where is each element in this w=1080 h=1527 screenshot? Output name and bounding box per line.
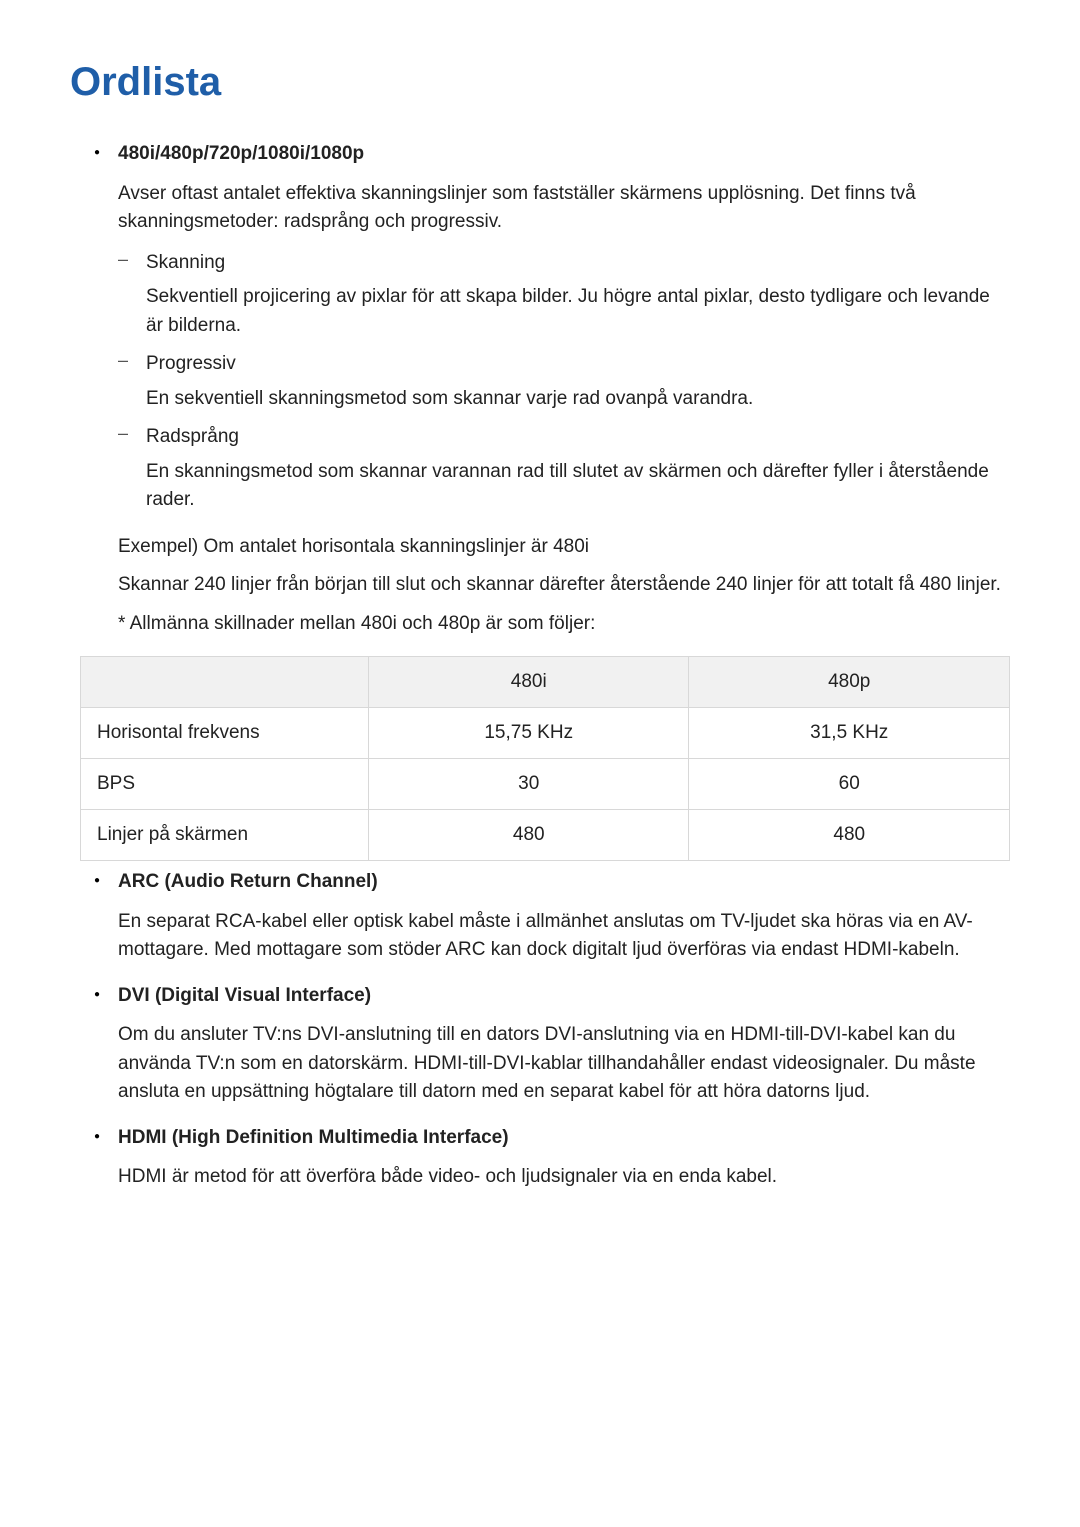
glossary-item-resolutions: 480i/480p/720p/1080i/1080p Avser oftast … (70, 141, 1010, 515)
term-heading: 480i/480p/720p/1080i/1080p (118, 141, 1010, 168)
term-heading: DVI (Digital Visual Interface) (118, 983, 1010, 1010)
subitem-progressiv: Progressiv En sekventiell skanningsmetod… (118, 350, 1010, 413)
glossary-list-continued: ARC (Audio Return Channel) En separat RC… (70, 869, 1010, 1192)
sub-desc: En skanningsmetod som skannar varannan r… (146, 458, 1010, 515)
sub-desc: En sekventiell skanningsmetod som skanna… (146, 385, 1010, 414)
page-title: Ordlista (70, 60, 1010, 105)
glossary-item-arc: ARC (Audio Return Channel) En separat RC… (70, 869, 1010, 965)
table-cell: 31,5 KHz (689, 708, 1010, 759)
table-cell: 30 (368, 759, 689, 810)
table-row: BPS 30 60 (81, 759, 1010, 810)
subitem-radsprang: Radsprång En skanningsmetod som skannar … (118, 423, 1010, 515)
glossary-list: 480i/480p/720p/1080i/1080p Avser oftast … (70, 141, 1010, 515)
term-body: Om du ansluter TV:ns DVI-anslutning till… (118, 1021, 1010, 1107)
document-page: Ordlista 480i/480p/720p/1080i/1080p Avse… (0, 0, 1080, 1527)
subitem-skanning: Skanning Sekventiell projicering av pixl… (118, 249, 1010, 341)
example-detail: Skannar 240 linjer från början till slut… (118, 571, 1010, 600)
term-heading: HDMI (High Definition Multimedia Interfa… (118, 1125, 1010, 1152)
table-row: Linjer på skärmen 480 480 (81, 810, 1010, 861)
table-note: * Allmänna skillnader mellan 480i och 48… (118, 610, 1010, 639)
table-row: Horisontal frekvens 15,75 KHz 31,5 KHz (81, 708, 1010, 759)
table-header-cell: 480p (689, 657, 1010, 708)
comparison-table: 480i 480p Horisontal frekvens 15,75 KHz … (80, 656, 1010, 861)
term-heading: ARC (Audio Return Channel) (118, 869, 1010, 896)
table-cell: 60 (689, 759, 1010, 810)
table-header-cell (81, 657, 369, 708)
table-cell: 480 (689, 810, 1010, 861)
table-header-cell: 480i (368, 657, 689, 708)
example-heading: Exempel) Om antalet horisontala skanning… (118, 533, 1010, 562)
sub-label: Radsprång (146, 423, 1010, 452)
sub-desc: Sekventiell projicering av pixlar för at… (146, 283, 1010, 340)
table-cell: Horisontal frekvens (81, 708, 369, 759)
table-cell: 480 (368, 810, 689, 861)
sub-label: Progressiv (146, 350, 1010, 379)
table-cell: 15,75 KHz (368, 708, 689, 759)
glossary-item-dvi: DVI (Digital Visual Interface) Om du ans… (70, 983, 1010, 1107)
glossary-item-hdmi: HDMI (High Definition Multimedia Interfa… (70, 1125, 1010, 1192)
term-body: En separat RCA-kabel eller optisk kabel … (118, 908, 1010, 965)
sub-label: Skanning (146, 249, 1010, 278)
table-cell: BPS (81, 759, 369, 810)
table-cell: Linjer på skärmen (81, 810, 369, 861)
scanning-sublist: Skanning Sekventiell projicering av pixl… (118, 249, 1010, 515)
table-header-row: 480i 480p (81, 657, 1010, 708)
term-body: Avser oftast antalet effektiva skannings… (118, 180, 1010, 237)
term-body: HDMI är metod för att överföra både vide… (118, 1163, 1010, 1192)
